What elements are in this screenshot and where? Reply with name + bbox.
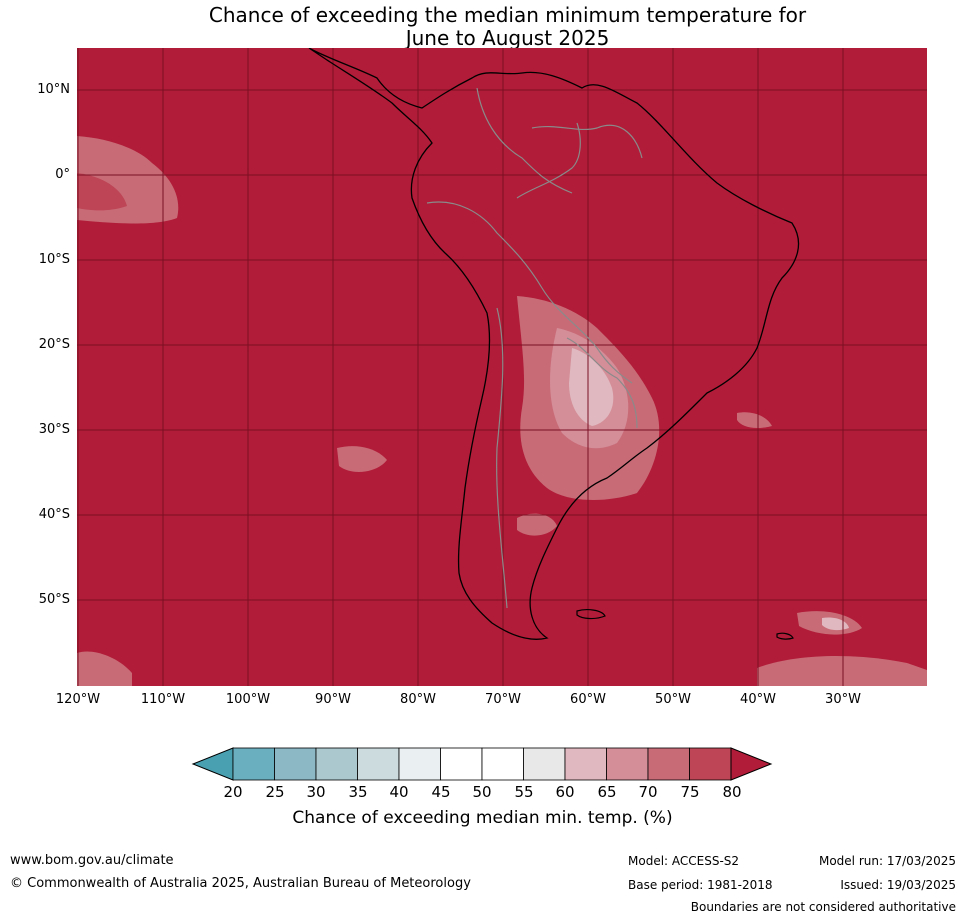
contour-patagonia-coast <box>517 513 557 536</box>
lon-label-80w: 80°W <box>400 692 436 707</box>
lat-label-30s: 30°S <box>38 422 70 437</box>
lon-label-40w: 40°W <box>740 692 776 707</box>
colorbar-cell <box>481 747 524 781</box>
lon-label-90w: 90°W <box>315 692 351 707</box>
colorbar-tick-20: 20 <box>223 783 243 801</box>
colorbar-tick-50: 50 <box>472 783 492 801</box>
footer-issued: Issued: 19/03/2025 <box>840 878 956 892</box>
lat-label-50s: 50°S <box>38 592 70 607</box>
colorbar-cell <box>440 747 483 781</box>
colorbar-extend-high <box>730 747 773 781</box>
map-panel <box>77 48 927 686</box>
lon-label-70w: 70°W <box>485 692 521 707</box>
lon-label-100w: 100°W <box>225 692 271 707</box>
colorbar-cells <box>191 747 773 781</box>
lat-label-10n: 10°N <box>37 82 70 97</box>
colorbar-label: Chance of exceeding median min. temp. (%… <box>292 808 673 828</box>
contour-south-atlantic-1 <box>737 412 772 428</box>
lon-label-60w: 60°W <box>570 692 606 707</box>
falkland-islands <box>576 609 606 620</box>
colorbar-tick-55: 55 <box>514 783 534 801</box>
colorbar-tick-60: 60 <box>555 783 575 801</box>
lon-label-30w: 30°W <box>825 692 861 707</box>
footer-model-run: Model run: 17/03/2025 <box>818 854 956 868</box>
colorbar-tick-65: 65 <box>597 783 617 801</box>
footer-disclaimer: Boundaries are not considered authoritat… <box>690 900 956 914</box>
footer-copyright: © Commonwealth of Australia 2025, Austra… <box>10 876 471 891</box>
colorbar-tick-35: 35 <box>348 783 368 801</box>
colorbar-tick-30: 30 <box>306 783 326 801</box>
footer-model: Model: ACCESS-S2 <box>628 854 740 868</box>
title-line-2: June to August 2025 <box>405 26 610 50</box>
lon-label-50w: 50°W <box>655 692 691 707</box>
lat-label-0: 0° <box>55 167 70 182</box>
lat-label-10s: 10°S <box>38 252 70 267</box>
colorbar-cell <box>398 747 441 781</box>
probability-contours <box>77 136 927 686</box>
map-canvas <box>77 48 927 686</box>
map-background <box>77 48 927 686</box>
map-title: Chance of exceeding the median minimum t… <box>0 4 965 50</box>
colorbar-tick-45: 45 <box>431 783 451 801</box>
colorbar-cell <box>274 747 317 781</box>
lon-label-110w: 110°W <box>140 692 186 707</box>
colorbar-cell <box>606 747 649 781</box>
title-line-1: Chance of exceeding the median minimum t… <box>208 3 807 27</box>
coastline <box>308 48 800 640</box>
colorbar <box>191 747 773 781</box>
colorbar-tick-70: 70 <box>638 783 658 801</box>
footer-base-period: Base period: 1981-2018 <box>628 878 773 892</box>
contour-southern-ocean-2 <box>822 617 849 631</box>
colorbar-cell <box>315 747 358 781</box>
colorbar-tick-80: 80 <box>722 783 742 801</box>
country-borders <box>426 87 643 609</box>
colorbar-tick-40: 40 <box>389 783 409 801</box>
footer-website: www.bom.gov.au/climate <box>10 853 174 868</box>
colorbar-extend-low <box>191 747 234 781</box>
colorbar-cell <box>564 747 607 781</box>
colorbar-tick-75: 75 <box>680 783 700 801</box>
colorbar-cell <box>232 747 275 781</box>
contour-southeast-pacific <box>337 446 387 472</box>
colorbar-cell <box>523 747 566 781</box>
colorbar-tick-25: 25 <box>265 783 285 801</box>
contour-southwest-corner <box>77 651 132 686</box>
lon-label-120w: 120°W <box>55 692 101 707</box>
lat-label-40s: 40°S <box>38 507 70 522</box>
lat-label-20s: 20°S <box>38 337 70 352</box>
colorbar-cell <box>647 747 690 781</box>
contour-east-pacific-inner <box>77 173 127 211</box>
colorbar-cell <box>689 747 732 781</box>
contour-central-sa-inner <box>569 348 614 426</box>
colorbar-cell <box>357 747 400 781</box>
contour-south-atlantic-2 <box>757 656 927 686</box>
south-georgia <box>776 632 794 640</box>
